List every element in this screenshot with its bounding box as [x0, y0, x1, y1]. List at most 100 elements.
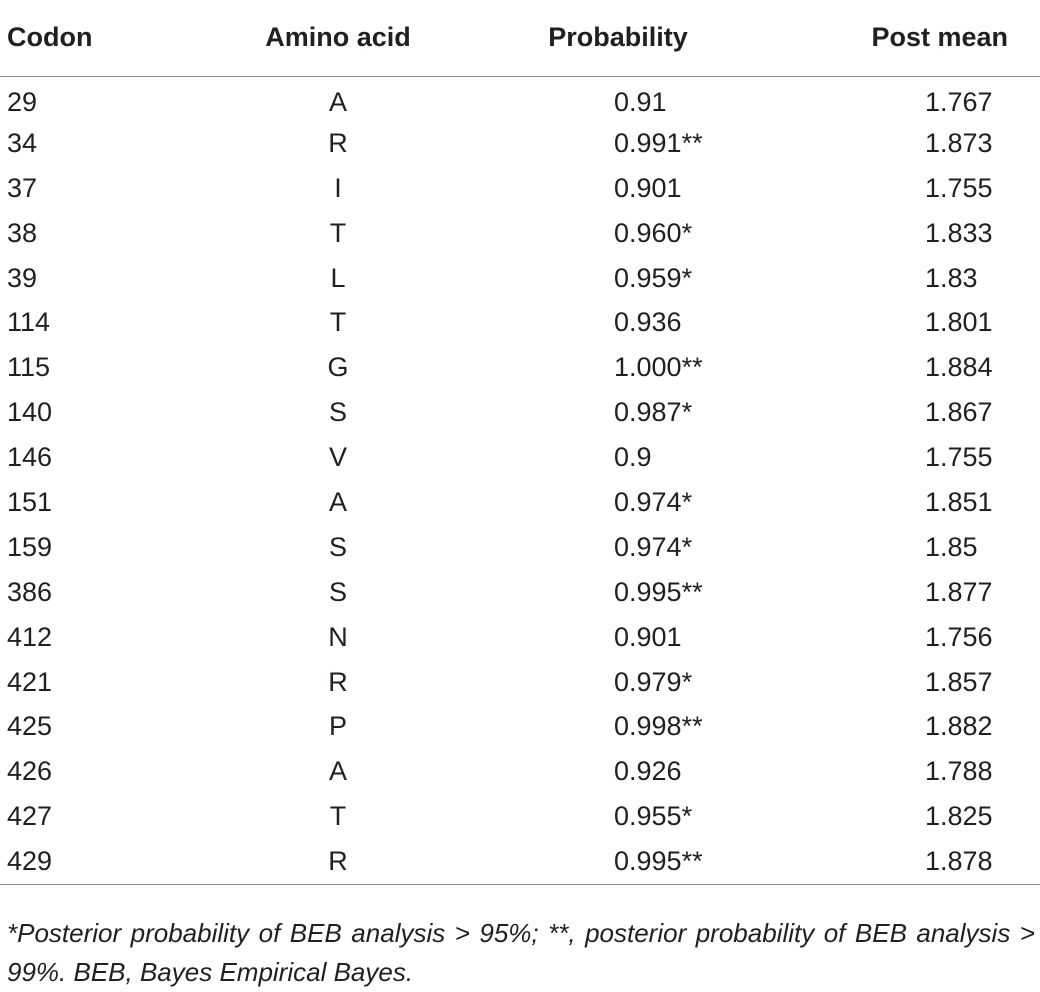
cell-codon: 37 [7, 172, 38, 203]
cell-amino-acid: L [330, 262, 346, 293]
table-row: 140 S 0.987* 1.867 [0, 390, 1040, 435]
cell-codon: 34 [7, 127, 38, 158]
header-codon: Codon [7, 22, 93, 53]
cell-post-mean: 1.801 [925, 307, 993, 338]
cell-amino-acid: A [328, 756, 347, 787]
table-row: 151 A 0.974* 1.851 [0, 480, 1040, 525]
cell-probability: 0.995** [614, 576, 703, 607]
table-row: 425 P 0.998** 1.882 [0, 704, 1040, 749]
table-row: 426 A 0.926 1.788 [0, 749, 1040, 794]
table-row: 37 I 0.901 1.755 [0, 166, 1040, 211]
cell-codon: 38 [7, 217, 38, 248]
cell-probability: 0.926 [614, 756, 682, 787]
results-table: Codon Amino acid Probability Post mean 2… [0, 0, 1040, 885]
header-probability: Probability [548, 22, 688, 53]
cell-post-mean: 1.878 [925, 845, 993, 876]
cell-probability: 0.974* [614, 486, 693, 517]
cell-codon: 151 [7, 486, 53, 517]
cell-codon: 29 [7, 87, 38, 118]
cell-codon: 39 [7, 262, 38, 293]
cell-probability: 0.979* [614, 666, 693, 697]
cell-post-mean: 1.83 [925, 262, 978, 293]
cell-amino-acid: N [328, 621, 348, 652]
cell-codon: 115 [7, 352, 51, 383]
cell-post-mean: 1.755 [925, 172, 993, 203]
cell-post-mean: 1.756 [925, 621, 993, 652]
cell-post-mean: 1.882 [925, 711, 993, 742]
cell-amino-acid: A [328, 486, 347, 517]
cell-amino-acid: G [327, 352, 349, 383]
cell-post-mean: 1.867 [925, 397, 993, 428]
table-row: 38 T 0.960* 1.833 [0, 211, 1040, 256]
cell-probability: 0.901 [614, 621, 682, 652]
table-row: 114 T 0.936 1.801 [0, 300, 1040, 345]
table-row: 386 S 0.995** 1.877 [0, 570, 1040, 615]
cell-post-mean: 1.833 [925, 217, 993, 248]
table-header: Codon Amino acid Probability Post mean [0, 0, 1040, 76]
cell-codon: 386 [7, 576, 53, 607]
cell-codon: 412 [7, 621, 53, 652]
cell-post-mean: 1.85 [925, 531, 978, 562]
cell-codon: 421 [7, 666, 53, 697]
cell-amino-acid: T [329, 801, 347, 832]
cell-amino-acid: R [328, 845, 348, 876]
table-row: 39 L 0.959* 1.83 [0, 256, 1040, 301]
table-row: 146 V 0.9 1.755 [0, 435, 1040, 480]
cell-codon: 146 [7, 442, 53, 473]
cell-codon: 140 [7, 397, 53, 428]
cell-probability: 0.998** [614, 711, 703, 742]
header-post-mean: Post mean [871, 22, 1008, 53]
header-amino-acid: Amino acid [265, 22, 411, 53]
table-row: 115 G 1.000** 1.884 [0, 345, 1040, 390]
table-row: 412 N 0.901 1.756 [0, 615, 1040, 660]
cell-probability: 0.9 [614, 442, 652, 473]
cell-amino-acid: R [328, 127, 348, 158]
cell-amino-acid: A [328, 87, 347, 118]
cell-amino-acid: T [329, 217, 347, 248]
table-row: 427 T 0.955* 1.825 [0, 794, 1040, 839]
cell-probability: 0.901 [614, 172, 682, 203]
cell-post-mean: 1.884 [925, 352, 993, 383]
table-footnote: *Posterior probability of BEB analysis >… [7, 918, 1035, 987]
cell-probability: 0.91 [614, 87, 667, 118]
cell-probability: 1.000** [614, 352, 703, 383]
cell-amino-acid: I [334, 172, 342, 203]
cell-amino-acid: S [328, 576, 347, 607]
cell-codon: 426 [7, 756, 53, 787]
cell-amino-acid: P [328, 711, 347, 742]
cell-post-mean: 1.788 [925, 756, 993, 787]
table-row: 421 R 0.979* 1.857 [0, 660, 1040, 705]
table-row: 429 R 0.995** 1.878 [0, 839, 1040, 884]
cell-codon: 427 [7, 801, 53, 832]
cell-post-mean: 1.825 [925, 801, 993, 832]
cell-probability: 0.995** [614, 845, 703, 876]
cell-codon: 114 [7, 307, 51, 338]
header-row: Codon Amino acid Probability Post mean [0, 0, 1040, 76]
cell-codon: 159 [7, 531, 53, 562]
cell-probability: 0.987* [614, 397, 693, 428]
table-body: 29 A 0.91 1.767 34 R 0.991** 1.873 37 I 0.901 1.755… [0, 76, 1040, 885]
table-row: 29 A 0.91 1.767 [0, 76, 1040, 121]
cell-probability: 0.960* [614, 217, 693, 248]
cell-amino-acid: T [329, 307, 347, 338]
cell-amino-acid: R [328, 666, 348, 697]
cell-probability: 0.991** [614, 127, 703, 158]
cell-amino-acid: S [328, 397, 347, 428]
cell-post-mean: 1.873 [925, 127, 993, 158]
cell-probability: 0.974* [614, 531, 693, 562]
cell-amino-acid: S [328, 531, 347, 562]
cell-post-mean: 1.767 [925, 87, 993, 118]
cell-probability: 0.936 [614, 307, 682, 338]
cell-probability: 0.955* [614, 801, 693, 832]
cell-probability: 0.959* [614, 262, 693, 293]
cell-codon: 425 [7, 711, 53, 742]
results-table-container: Codon Amino acid Probability Post mean 2… [0, 0, 1040, 885]
cell-post-mean: 1.857 [925, 666, 993, 697]
cell-post-mean: 1.851 [925, 486, 993, 517]
table-row: 34 R 0.991** 1.873 [0, 121, 1040, 166]
cell-post-mean: 1.755 [925, 442, 993, 473]
table-row: 159 S 0.974* 1.85 [0, 525, 1040, 570]
cell-codon: 429 [7, 845, 53, 876]
cell-post-mean: 1.877 [925, 576, 993, 607]
cell-amino-acid: V [328, 442, 347, 473]
